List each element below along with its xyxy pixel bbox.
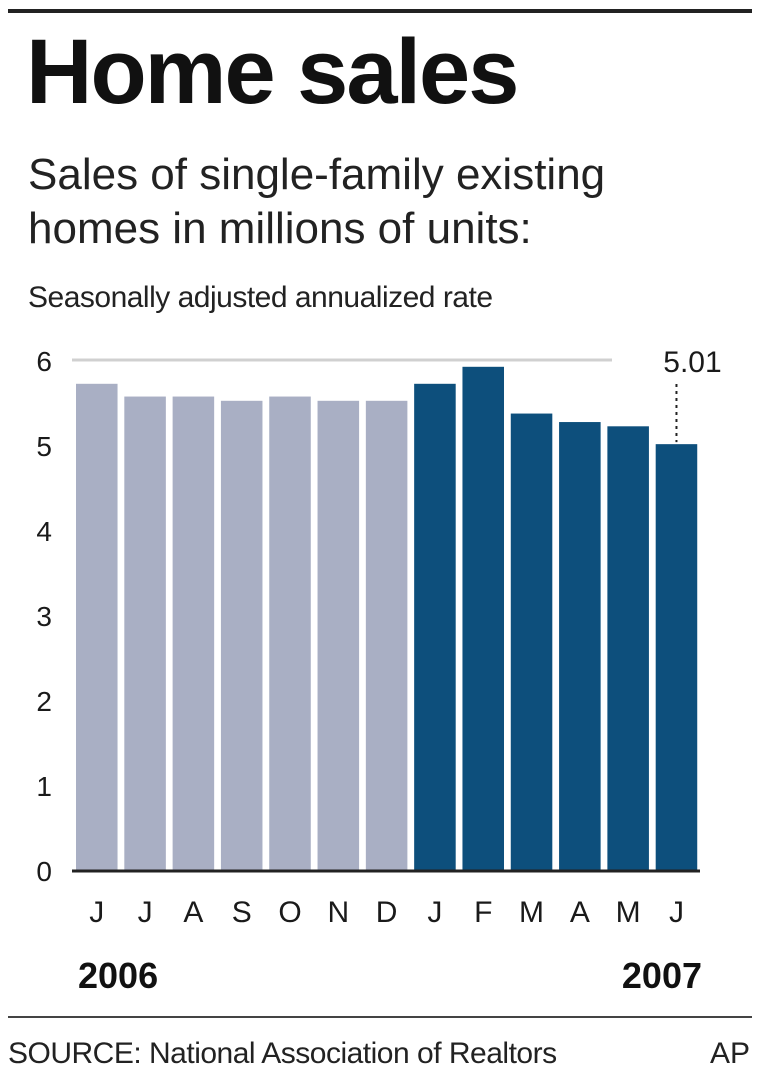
year-label-2007: 2007 [622,955,702,996]
bar-2006-5 [317,400,360,870]
annotation-label: 5.01 [663,346,721,379]
bar-2006-3 [220,400,263,870]
bar-2006-1 [124,396,166,870]
y-tick-label: 0 [36,856,52,887]
bar-2006-6 [365,400,408,870]
y-tick-label: 1 [36,771,52,802]
x-tick-label: J [427,896,442,929]
x-tick-label: J [138,896,153,929]
credit-label: AP [709,1037,750,1070]
y-tick-label: 6 [36,346,52,377]
x-tick-label: D [376,896,398,929]
bar-2006-0 [76,383,118,870]
bar-2007-12 [655,444,698,870]
top-rule [8,9,752,13]
x-tick-label: M [616,896,641,929]
y-tick-label: 2 [36,686,52,717]
x-tick-label: F [474,896,492,929]
x-tick-label: S [232,896,252,929]
bar-2007-9 [510,413,553,870]
bar-2006-2 [172,396,215,870]
source-note: SOURCE: National Association of Realtors [8,1037,557,1070]
bar-2007-11 [607,426,649,870]
chart-title: Home sales [26,21,519,123]
bottom-rule [8,1016,752,1018]
bar-2006-4 [269,396,311,870]
chart-subtitle: Sales of single-family existing homes in… [28,150,606,253]
x-tick-label: A [570,896,590,929]
bar-2007-8 [462,366,505,870]
x-tick-label: O [278,896,301,929]
x-tick-label: J [89,896,104,929]
y-tick-label: 3 [36,601,52,632]
x-tick-label: J [669,896,684,929]
x-tick-label: N [327,896,349,929]
x-tick-label: A [183,896,203,929]
year-label-2006: 2006 [78,955,158,996]
bar-2007-10 [559,422,601,870]
x-tick-label: M [519,896,544,929]
y-tick-label: 4 [36,516,52,547]
bar-2007-7 [414,383,456,870]
y-tick-label: 5 [36,431,52,462]
chart-note: Seasonally adjusted annualized rate [28,281,493,314]
